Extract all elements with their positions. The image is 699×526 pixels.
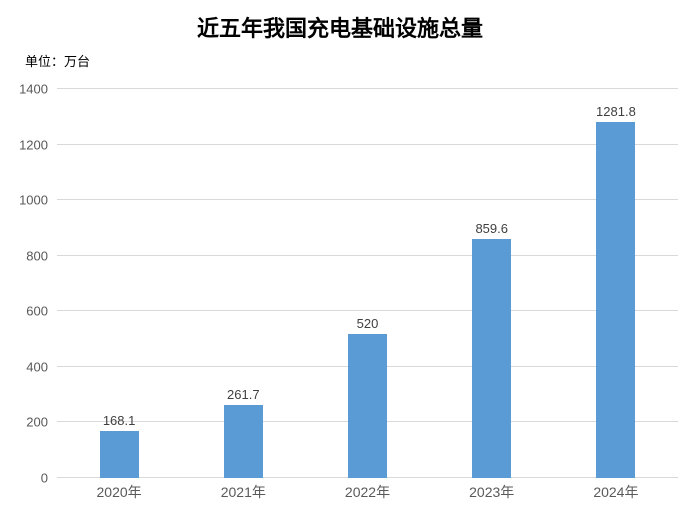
bar-series: 168.1 261.7 520 859.6 1281.8 [57,89,678,478]
bar-column-2020年: 168.1 [57,89,181,478]
bar-column-2024年: 1281.8 [554,89,678,478]
bar-2024年 [596,121,636,478]
data-label: 1281.8 [596,103,636,119]
bar-2022年 [348,333,387,478]
y-tick-label-1200: 1200 [19,137,48,153]
y-tick-label-800: 800 [26,248,48,264]
bar-2020年 [99,431,139,478]
data-label: 859.6 [475,221,508,237]
gridline-1000 [57,199,678,201]
x-tick-label-2022年: 2022年 [344,484,391,500]
gridline-800 [57,254,678,256]
data-label: 261.7 [227,387,260,403]
unit-label: 单位：万台 [25,54,91,69]
gridline-1200 [57,143,678,145]
y-tick-label-200: 200 [26,414,48,430]
bar-2021年 [223,405,263,478]
y-tick-label-600: 600 [26,303,48,319]
x-tick-label-2020年: 2020年 [96,484,142,500]
bar-column-2023年: 859.6 [430,89,554,478]
bar-column-2021年: 261.7 [181,89,305,478]
y-tick-label-0: 0 [40,470,48,486]
gridline-1400 [57,88,678,89]
x-tick-label-2021年: 2021年 [220,484,266,500]
y-axis: 0 200 400 600 800 1000 1200 1400 [0,83,48,485]
y-tick-label-400: 400 [26,359,48,375]
data-label: 168.1 [102,413,136,429]
chart-title: 近五年我国充电基础设施总量 [196,16,483,42]
y-tick-label-1000: 1000 [19,192,48,208]
bar-2023年 [472,239,512,478]
gridline-600 [57,310,678,312]
data-label: 520 [356,315,379,331]
plot-area: 168.1 261.7 520 859.6 1281.8 [57,88,678,478]
x-tick-label-2024年: 2024年 [593,484,639,500]
y-tick-label-1400: 1400 [19,81,48,97]
x-tick-label-2023年: 2023年 [469,484,515,500]
x-axis: 2020年 2021年 2022年 2023年 2024年 [57,484,678,501]
bar-column-2022年: 520 [305,89,429,478]
